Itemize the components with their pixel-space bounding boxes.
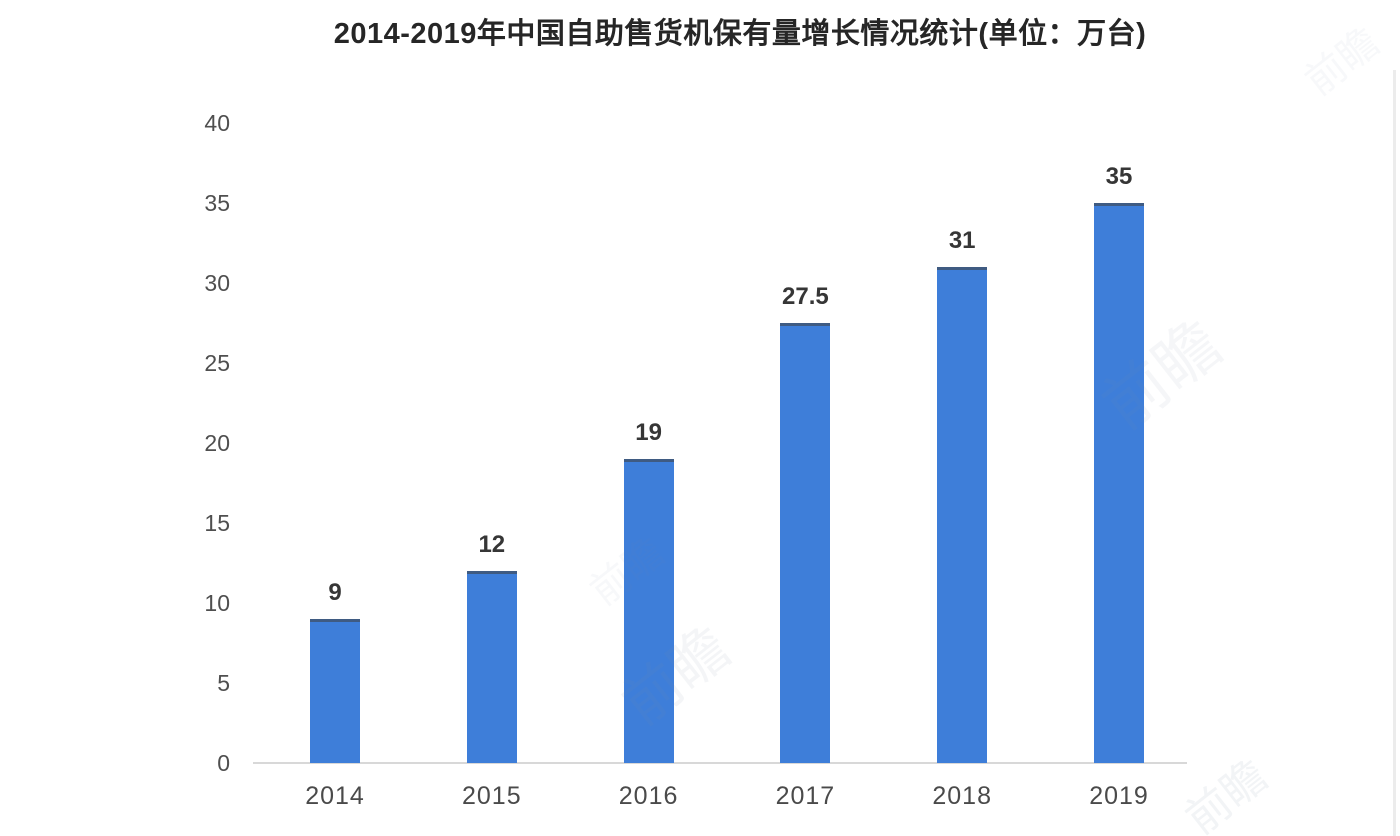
- x-axis-tick-label: 2017: [775, 782, 836, 810]
- x-axis-line: [253, 762, 1187, 764]
- bar: [1094, 203, 1144, 763]
- bar-value-label: 9: [328, 579, 342, 606]
- bar: [780, 323, 831, 763]
- x-axis-tick-label: 2014: [305, 782, 365, 810]
- y-axis-tick-label: 20: [204, 430, 230, 456]
- bar: [310, 619, 360, 763]
- bar: [937, 267, 988, 763]
- watermark: 前瞻: [1297, 20, 1388, 105]
- y-axis-tick-label: 25: [204, 350, 230, 376]
- y-axis-tick-label: 30: [204, 270, 230, 296]
- y-axis-tick-label: 35: [204, 190, 230, 216]
- x-axis-tick-label: 2015: [461, 782, 522, 810]
- y-axis-tick-label: 10: [204, 590, 230, 616]
- chart-title: 2014-2019年中国自助售货机保有量增长情况统计(单位：万台): [333, 18, 1147, 50]
- y-axis-tick-label: 5: [217, 670, 230, 696]
- bar-value-label: 19: [635, 419, 662, 446]
- bar: [623, 459, 674, 763]
- y-axis-tick-label: 15: [204, 510, 230, 536]
- x-axis-tick-label: 2016: [618, 782, 679, 810]
- x-axis-tick-label: 2019: [1089, 782, 1149, 810]
- right-edge-divider: [1393, 70, 1396, 836]
- bar: [466, 571, 517, 763]
- bar-value-label: 12: [478, 531, 506, 558]
- x-axis-tick-label: 2018: [932, 782, 992, 810]
- bar-value-label: 27.5: [782, 283, 829, 310]
- bar-value-label: 35: [1105, 163, 1133, 190]
- y-axis-tick-label: 40: [204, 110, 230, 136]
- bar-value-label: 31: [948, 227, 976, 254]
- y-axis-tick-label: 0: [217, 750, 230, 776]
